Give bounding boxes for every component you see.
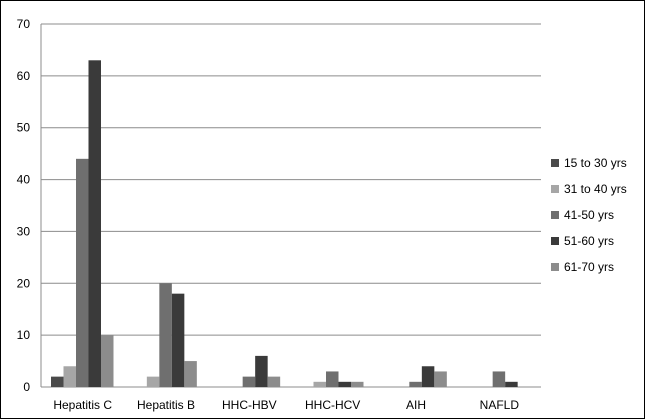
legend-swatch [551,263,559,271]
x-tick-label: AIH [406,398,426,412]
bar [242,376,256,387]
legend: 15 to 30 yrs 31 to 40 yrs 41-50 yrs 51-60 y… [551,156,627,274]
bars [51,60,518,388]
bar [313,381,326,387]
bar [184,361,197,387]
gridlines [41,23,541,336]
legend-swatch [551,159,559,167]
bar [492,371,506,387]
axes [40,24,541,388]
bar [434,371,447,387]
bar [101,335,114,387]
bar [76,158,89,387]
y-tick-label: 0 [23,380,30,394]
y-tick-label: 50 [17,121,31,135]
bar [159,283,172,387]
x-tick-label: NAFLD [480,398,520,412]
x-tick-label: HHC-HCV [305,398,360,412]
legend-swatch [551,211,559,219]
bar [338,381,351,387]
bar [88,60,101,388]
x-tick-labels: Hepatitis C Hepatitis B HHC-HBV HHC-HCV AIH N… [53,398,519,412]
bar [146,376,160,387]
bar [255,355,268,387]
bar [51,376,64,387]
legend-label: 15 to 30 yrs [564,156,627,170]
legend-swatch [551,185,559,193]
legend-swatch [551,237,559,245]
bar [351,381,364,387]
y-tick-label: 40 [17,173,31,187]
bar [171,293,185,387]
legend-label: 41-50 yrs [564,208,614,222]
bar [421,366,435,387]
y-tick-label: 70 [17,17,31,31]
y-tick-label: 60 [17,69,31,83]
x-tick-label: Hepatitis B [137,398,195,412]
legend-label: 31 to 40 yrs [564,182,627,196]
legend-label: 61-70 yrs [564,260,614,274]
bar [505,381,518,387]
bar [267,376,281,387]
y-tick-label: 10 [17,328,31,342]
x-tick-label: HHC-HBV [222,398,277,412]
legend-label: 51-60 yrs [564,234,614,248]
y-tick-labels: 0 10 20 30 40 50 60 70 [17,17,31,394]
bar [409,381,422,387]
y-tick-label: 20 [17,276,31,290]
y-tick-label: 30 [17,224,31,238]
bar [63,366,76,387]
x-tick-label: Hepatitis C [53,398,112,412]
bar [326,371,339,387]
